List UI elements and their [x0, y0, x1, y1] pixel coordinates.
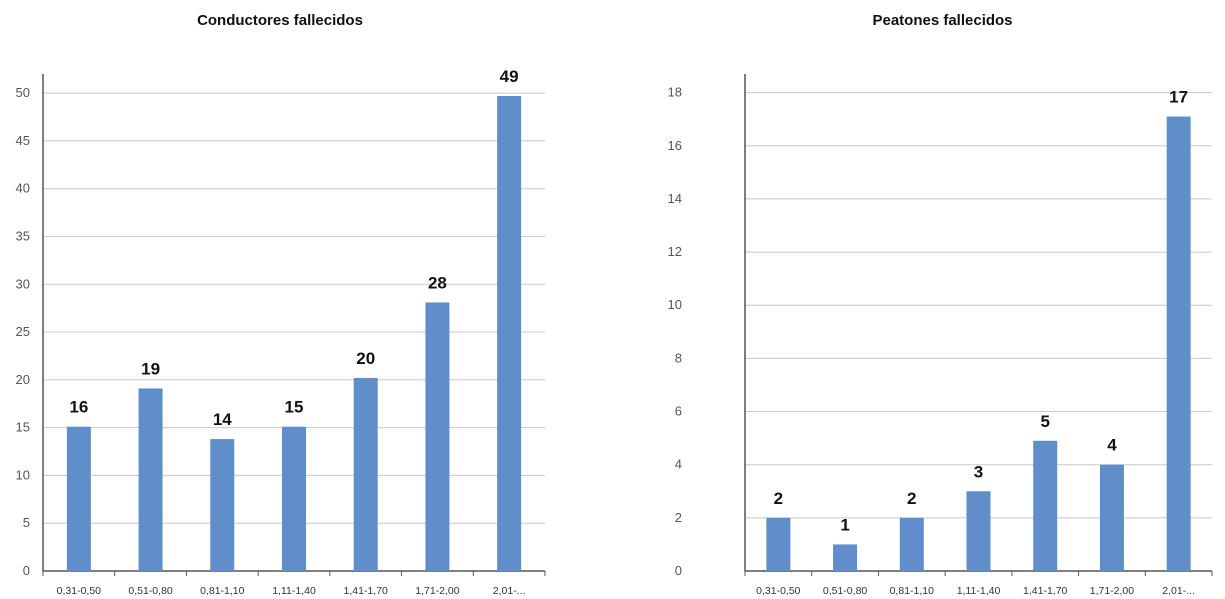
y-tick-label: 16	[668, 138, 682, 153]
y-tick-label: 30	[16, 276, 30, 291]
y-tick-label: 25	[16, 324, 30, 339]
data-label: 1	[840, 515, 849, 534]
bar	[138, 388, 163, 571]
data-label: 20	[356, 349, 375, 368]
x-tick-label: 0,31-0,50	[756, 585, 801, 597]
data-label: 5	[1040, 412, 1049, 431]
chart-title: Conductores fallecidos	[197, 12, 363, 29]
x-tick-label: 0,51-0,80	[128, 585, 173, 597]
x-tick-label: 0,81-1,10	[890, 585, 935, 597]
y-tick-label: 20	[16, 372, 30, 387]
bar	[425, 302, 450, 571]
chart-plot-conductores: 0 5 10 15 20 25 30 35 40 45 50 16 0,31-0,50 19 0,51-0,…	[16, 67, 546, 597]
bar	[833, 544, 858, 571]
chart-plot-peatones: 0 2 4 6 8 10 12 14 16 18 2 0,31-0,50 1 0,51-0,80 2 0,81…	[668, 74, 1213, 597]
y-tick-label: 12	[668, 244, 682, 259]
y-tick-label: 10	[668, 297, 682, 312]
data-label: 17	[1169, 88, 1188, 107]
y-tick-label: 6	[675, 404, 682, 419]
data-label: 28	[428, 273, 447, 292]
y-tick-label: 2	[675, 510, 682, 525]
data-label: 16	[69, 398, 88, 417]
bar	[1033, 440, 1058, 571]
x-tick-label: 1,71-2,00	[415, 585, 460, 597]
y-tick-label: 35	[16, 228, 30, 243]
y-tick-label: 5	[23, 515, 30, 530]
y-tick-label: 4	[675, 457, 682, 472]
x-tick-label: 0,31-0,50	[57, 585, 102, 597]
y-tick-label: 40	[16, 181, 30, 196]
y-tick-label: 18	[668, 85, 682, 100]
bar	[899, 517, 924, 571]
data-label: 3	[974, 462, 983, 481]
bar	[1099, 464, 1124, 571]
bar	[282, 426, 306, 571]
y-tick-label: 15	[16, 420, 30, 435]
data-label: 14	[213, 410, 232, 429]
x-tick-label: 1,71-2,00	[1090, 585, 1135, 597]
y-tick-label: 0	[675, 563, 682, 578]
y-tick-label: 14	[668, 191, 682, 206]
x-tick-label: 0,51-0,80	[823, 585, 868, 597]
x-tick-label: 1,41-1,70	[344, 585, 389, 597]
bar	[1166, 116, 1191, 572]
bar	[497, 95, 522, 571]
y-tick-label: 8	[675, 350, 682, 365]
bar	[210, 439, 235, 571]
y-tick-label: 50	[16, 85, 30, 100]
x-tick-label: 1,11-1,40	[272, 585, 316, 597]
y-tick-label: 0	[23, 563, 30, 578]
y-tick-label: 10	[16, 467, 30, 482]
data-label: 2	[774, 489, 783, 508]
bar	[766, 517, 791, 571]
bar	[966, 491, 991, 571]
chart-peatones: Peatones fallecidos 0 2 4 6 8 10 12 14 16 18 2 0,31…	[660, 0, 1225, 599]
data-label: 4	[1107, 436, 1117, 455]
data-label: 49	[500, 67, 519, 86]
x-tick-label: 0,81-1,10	[200, 585, 245, 597]
chart-title: Peatones fallecidos	[872, 12, 1013, 29]
data-label: 19	[141, 359, 160, 378]
bar	[353, 377, 378, 571]
x-tick-label: 1,11-1,40	[957, 585, 1001, 597]
bar	[66, 426, 91, 571]
chart-conductores: Conductores fallecidos 0 5 10 15 20 25 30 35 40 4…	[0, 0, 560, 599]
y-tick-label: 45	[16, 133, 30, 148]
x-tick-label: 1,41-1,70	[1023, 585, 1068, 597]
x-tick-label: 2,01-...	[493, 585, 526, 597]
data-label: 2	[907, 489, 916, 508]
data-label: 15	[285, 398, 304, 417]
x-tick-label: 2,01-...	[1162, 585, 1195, 597]
